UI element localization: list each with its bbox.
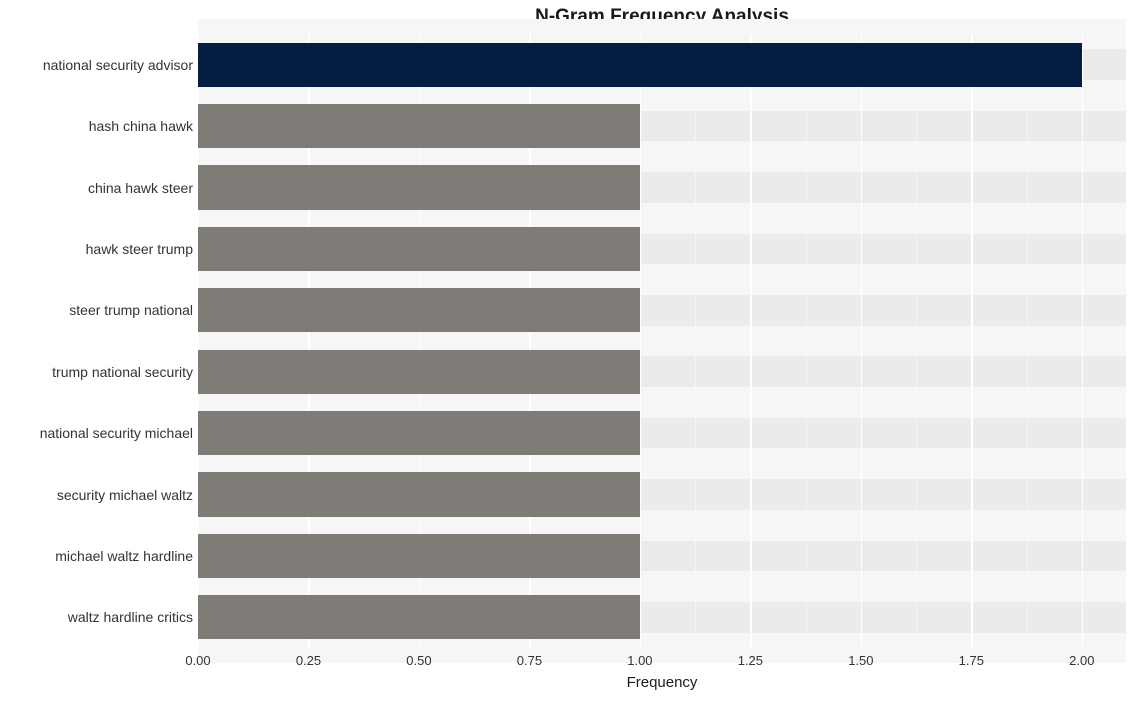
y-category-label: national security advisor (43, 57, 193, 73)
gridline-major (861, 34, 862, 648)
bar (198, 165, 640, 209)
chart-container: N-Gram Frequency Analysis national secur… (0, 0, 1137, 701)
y-category-label: trump national security (52, 364, 193, 380)
bar (198, 104, 640, 148)
y-category-label: china hawk steer (88, 180, 193, 196)
x-tick-label: 1.25 (738, 653, 763, 668)
gridline-major (1082, 34, 1083, 648)
y-category-label: hawk steer trump (86, 241, 193, 257)
bar (198, 227, 640, 271)
x-tick-label: 1.00 (627, 653, 652, 668)
bar (198, 595, 640, 639)
x-tick-label: 1.50 (848, 653, 873, 668)
plot-area (198, 34, 1126, 648)
x-tick-label: 0.50 (406, 653, 431, 668)
y-category-label: national security michael (40, 425, 193, 441)
bar (198, 350, 640, 394)
x-tick-label: 0.75 (517, 653, 542, 668)
gridline-major (640, 34, 641, 648)
gridline-major (971, 34, 972, 648)
bar (198, 43, 1082, 87)
x-axis-label: Frequency (198, 674, 1126, 691)
bar (198, 288, 640, 332)
x-tick-label: 0.25 (296, 653, 321, 668)
gridline-major (750, 34, 751, 648)
x-tick-label: 2.00 (1069, 653, 1094, 668)
y-category-label: hash china hawk (89, 118, 193, 134)
y-category-label: security michael waltz (57, 487, 193, 503)
y-category-label: steer trump national (69, 302, 193, 318)
y-category-label: michael waltz hardline (55, 548, 193, 564)
bar (198, 472, 640, 516)
gridline-minor (695, 34, 696, 648)
x-tick-label: 0.00 (185, 653, 210, 668)
gridline-minor (916, 34, 917, 648)
bar (198, 534, 640, 578)
bar (198, 411, 640, 455)
gridline-minor (806, 34, 807, 648)
gridline-minor (1027, 34, 1028, 648)
x-tick-label: 1.75 (959, 653, 984, 668)
y-category-label: waltz hardline critics (68, 609, 193, 625)
